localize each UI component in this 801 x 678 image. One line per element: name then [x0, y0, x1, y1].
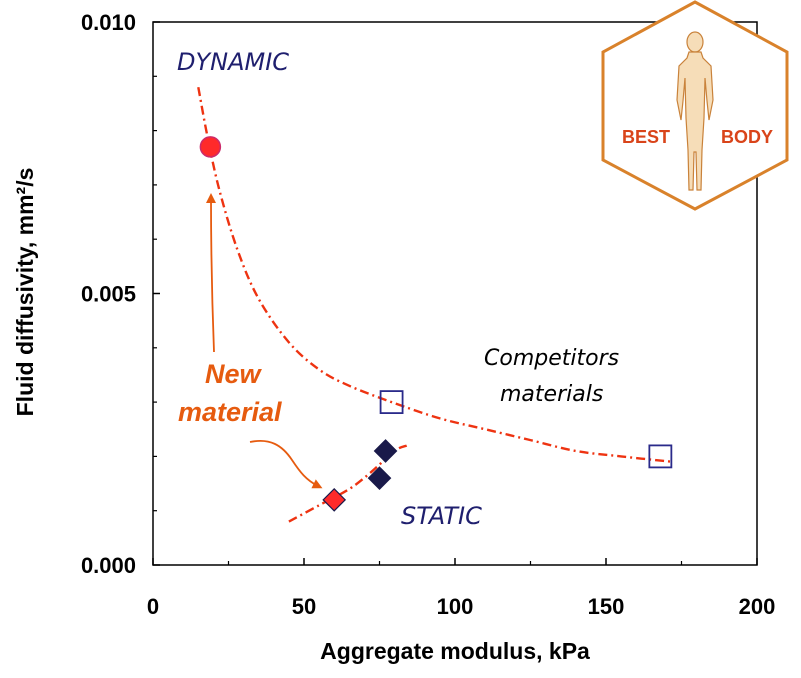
y-tick-label: 0.000 — [81, 553, 136, 578]
x-tick-label: 150 — [588, 594, 625, 619]
data-markers — [199, 136, 673, 512]
static-label: STATIC — [401, 502, 482, 530]
data-point-diamond — [322, 487, 347, 512]
new-material-label-line2: material — [178, 397, 282, 427]
y-tick-label: 0.010 — [81, 10, 136, 35]
competitors-label-line1: Competitors — [484, 346, 619, 371]
data-point-square — [379, 390, 404, 415]
female-figure-icon — [676, 31, 714, 191]
fit-curves — [197, 86, 673, 523]
x-tick-label: 50 — [292, 594, 316, 619]
fit-curve — [197, 86, 673, 464]
data-point-square — [648, 444, 673, 469]
data-point-diamond — [367, 466, 392, 490]
logo-word-best: BEST — [622, 127, 670, 147]
y-axis-title: Fluid diffusivity, mm²/s — [12, 168, 38, 417]
data-point-diamond — [373, 439, 398, 463]
x-tick-label: 0 — [147, 594, 159, 619]
competitors-label-line2: materials — [500, 382, 603, 407]
arrow-to-static-point — [249, 440, 323, 489]
x-tick-label: 100 — [437, 594, 474, 619]
x-axis-title: Aggregate modulus, kPa — [320, 638, 590, 664]
arrow-to-dynamic-point — [206, 193, 217, 353]
dynamic-label: DYNAMIC — [177, 48, 289, 76]
logo-word-body: BODY — [721, 127, 773, 147]
x-axis-ticks: 0 50 100 150 200 — [147, 558, 775, 619]
y-tick-label: 0.005 — [81, 282, 136, 307]
best-body-logo: BEST BODY — [601, 0, 789, 211]
new-material-label-line1: New — [205, 359, 263, 389]
y-axis-ticks: 0.000 0.005 0.010 — [81, 10, 160, 578]
fit-curve — [288, 444, 408, 523]
x-tick-label: 200 — [739, 594, 776, 619]
data-point-circle — [199, 136, 222, 158]
